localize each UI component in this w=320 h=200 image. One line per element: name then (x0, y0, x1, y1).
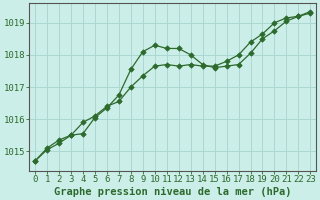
X-axis label: Graphe pression niveau de la mer (hPa): Graphe pression niveau de la mer (hPa) (54, 186, 292, 197)
